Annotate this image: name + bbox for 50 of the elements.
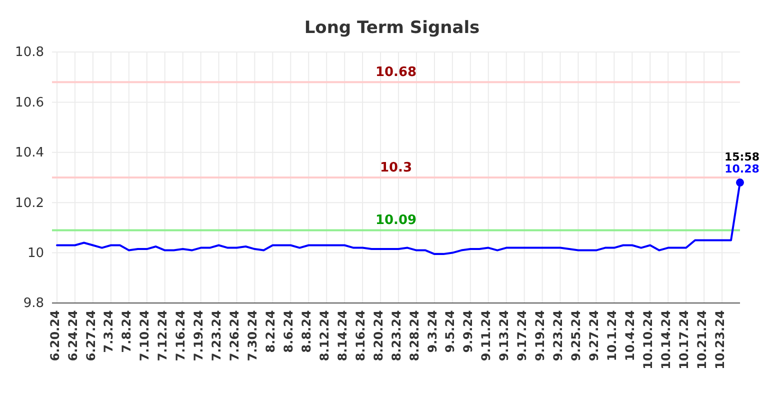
- ref-line-label: 10.09: [375, 213, 417, 228]
- y-tick-label: 10.6: [15, 95, 44, 110]
- x-tick-label: 10.17.24: [676, 310, 691, 370]
- x-tick-label: 9.9.24: [461, 310, 476, 353]
- y-tick-label: 10.2: [15, 196, 44, 211]
- x-tick-label: 6.24.24: [66, 310, 80, 362]
- x-tick-label: 9.13.24: [497, 310, 512, 362]
- x-tick-label: 6.27.24: [84, 310, 98, 362]
- x-tick-label: 6.20.24: [48, 310, 62, 362]
- x-tick-label: 8.6.24: [281, 310, 296, 353]
- x-tick-label: 7.12.24: [156, 310, 170, 362]
- x-tick-label: 8.8.24: [299, 310, 314, 353]
- ref-line-label: 10.3: [380, 160, 412, 176]
- x-tick-label: 8.20.24: [371, 310, 386, 362]
- x-tick-label: 9.25.24: [569, 310, 584, 362]
- x-tick-label: 7.8.24: [120, 310, 134, 353]
- x-tick-label: 9.23.24: [551, 310, 566, 362]
- y-tick-label: 10.4: [15, 146, 44, 161]
- x-tick-label: 9.5.24: [443, 310, 458, 353]
- chart-title: Long Term Signals: [304, 18, 480, 38]
- data-label: 10.28: [724, 162, 760, 176]
- y-tick-label: 10.8: [15, 45, 44, 60]
- x-tick-label: 8.28.24: [407, 310, 422, 362]
- x-tick-label: 10.4.24: [622, 310, 637, 362]
- y-tick-label: 9.8: [23, 296, 44, 312]
- x-tick-label: 7.23.24: [210, 310, 224, 362]
- x-tick-label: 7.19.24: [192, 310, 206, 362]
- x-tick-label: 9.19.24: [533, 310, 548, 362]
- x-tick-label: 7.30.24: [246, 310, 260, 362]
- x-tick-label: 8.16.24: [353, 310, 368, 362]
- x-tick-label: 10.1.24: [604, 310, 619, 362]
- x-tick-label: 7.3.24: [102, 310, 116, 353]
- x-tick-label: 9.3.24: [425, 310, 440, 353]
- x-tick-label: 10.21.24: [694, 310, 709, 370]
- x-tick-label: 7.26.24: [228, 310, 242, 362]
- annotation: 15:58: [724, 150, 760, 164]
- x-tick-label: 8.23.24: [389, 310, 404, 362]
- x-tick-label: 10.23.24: [712, 310, 727, 370]
- x-tick-label: 8.12.24: [317, 310, 332, 362]
- x-tick-label: 7.16.24: [174, 310, 188, 362]
- x-tick-label: 8.2.24: [263, 310, 278, 353]
- x-tick-label: 10.14.24: [658, 310, 673, 370]
- y-tick-label: 10: [27, 246, 44, 261]
- x-tick-label: 8.14.24: [335, 310, 350, 362]
- x-tick-label: 9.17.24: [515, 310, 530, 362]
- ref-line-label: 10.68: [375, 65, 417, 80]
- x-tick-label: 9.27.24: [587, 310, 602, 362]
- x-tick-label: 7.10.24: [138, 310, 152, 362]
- x-tick-label: 10.10.24: [640, 310, 655, 370]
- x-tick-label: 9.11.24: [479, 310, 494, 362]
